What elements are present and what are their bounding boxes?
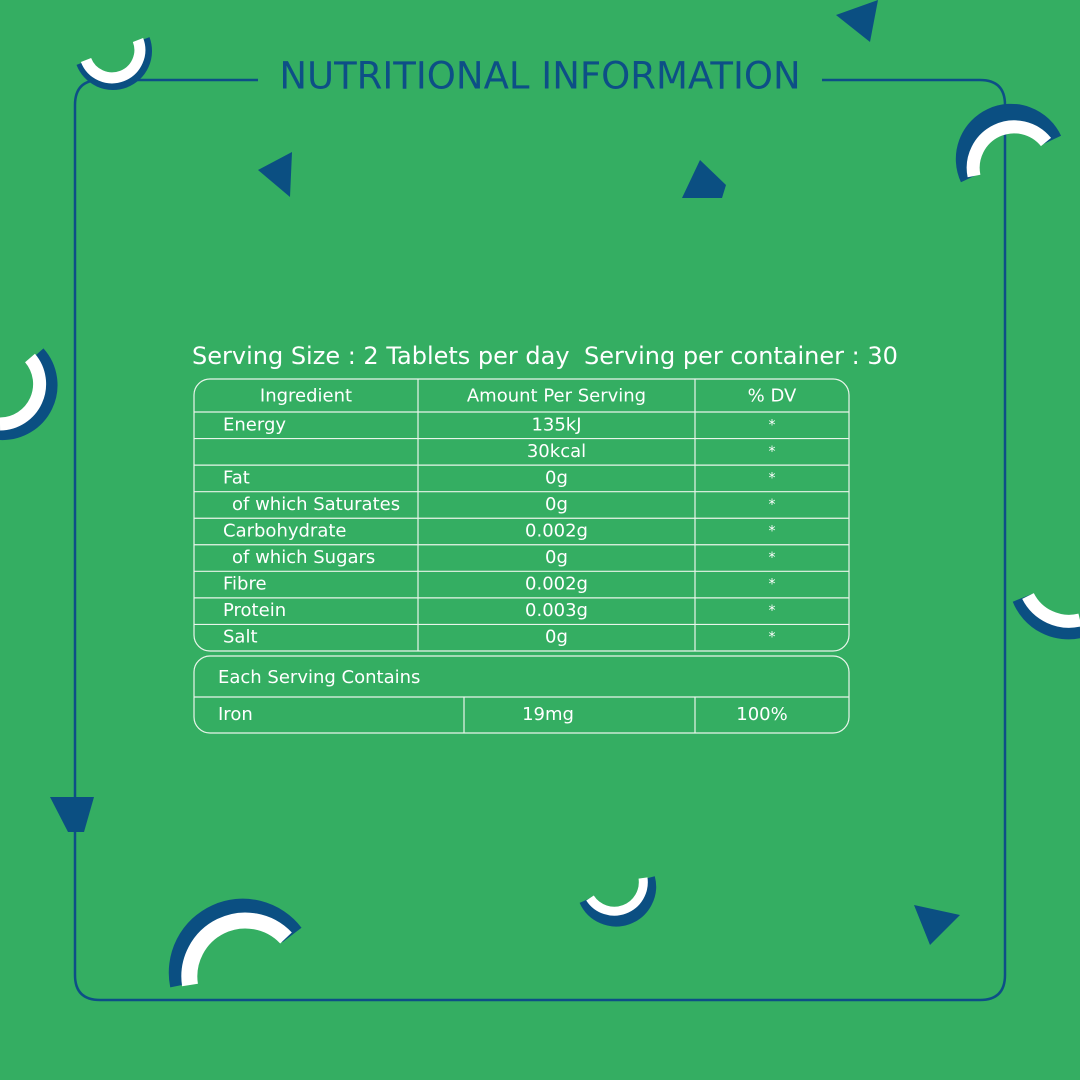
serving-per-container: Serving per container : 30	[584, 342, 898, 370]
amount: 0g	[545, 547, 568, 568]
ingredient: Fibre	[223, 574, 267, 595]
ingredient: Fat	[223, 467, 250, 488]
dv: *	[769, 550, 776, 566]
ingredient: of which Saturates	[232, 494, 400, 515]
title: NUTRITIONAL INFORMATION	[279, 55, 800, 98]
amount: 0g	[545, 494, 568, 515]
amount: 30kcal	[527, 441, 586, 462]
header-cell: % DV	[748, 386, 797, 407]
amount: 19mg	[522, 704, 574, 725]
ingredient: Salt	[223, 627, 258, 648]
header-cell: Amount Per Serving	[467, 386, 646, 407]
ingredient: of which Sugars	[232, 547, 375, 568]
dv: *	[769, 444, 776, 460]
dv: *	[769, 577, 776, 593]
dv: *	[769, 470, 776, 486]
amount: 0g	[545, 627, 568, 648]
dv: *	[769, 603, 776, 619]
dv: *	[769, 417, 776, 433]
extra-border	[193, 655, 850, 734]
frame	[73, 78, 1007, 1002]
dv: 100%	[736, 704, 787, 725]
serving-size: Serving Size : 2 Tablets per day	[192, 342, 570, 370]
amount: 0.002g	[525, 521, 588, 542]
nutrient: Iron	[218, 704, 253, 725]
header-cell: Ingredient	[260, 386, 352, 407]
dv: *	[769, 630, 776, 646]
table-border	[193, 378, 850, 652]
decorations	[0, 0, 1080, 988]
dv: *	[769, 497, 776, 513]
ingredient: Carbohydrate	[223, 521, 347, 542]
amount: 0.002g	[525, 574, 588, 595]
dv: *	[769, 524, 776, 540]
ingredient: Protein	[223, 600, 286, 621]
amount: 135kJ	[531, 414, 581, 435]
amount: 0g	[545, 467, 568, 488]
extra-title: Each Serving Contains	[218, 667, 420, 688]
amount: 0.003g	[525, 600, 588, 621]
ingredient: Energy	[223, 414, 286, 435]
